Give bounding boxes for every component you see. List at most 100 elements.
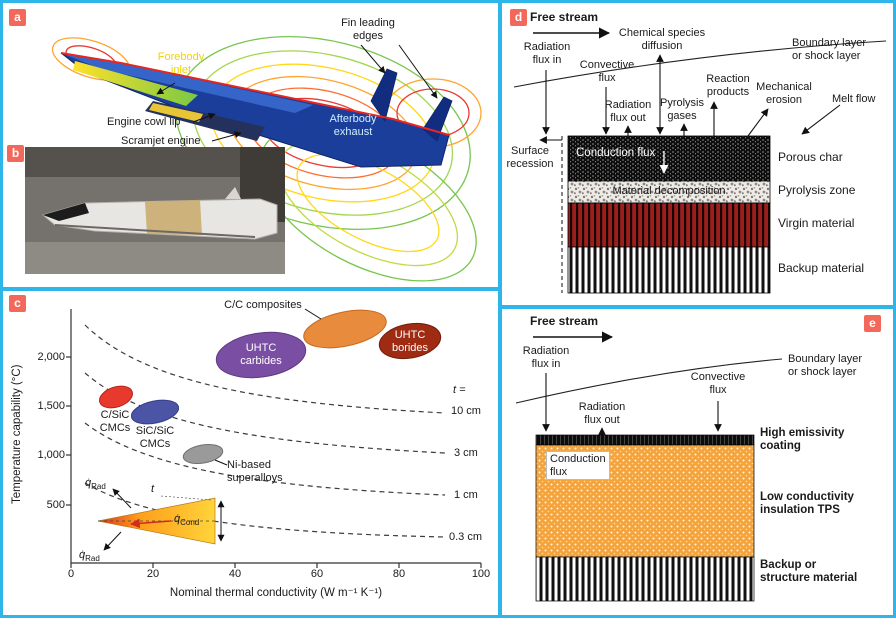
- x-axis-title: Nominal thermal conductivity (W m⁻¹ K⁻¹): [169, 587, 383, 599]
- heat-balance-wedge-inset: [97, 488, 225, 551]
- panel-a-leader-arrows: [156, 44, 438, 142]
- qcond-label: q̇Cond: [174, 513, 199, 530]
- y-tick-500: 500: [46, 499, 65, 511]
- backup-material-layer: [567, 246, 771, 294]
- uhtc-borides-ellipse: [378, 322, 442, 360]
- melt-flow-label: Melt flow: [832, 93, 876, 105]
- porous-char-label: Porous char: [778, 150, 843, 164]
- boundary-layer-label-e: Boundary layer or shock layer: [788, 353, 862, 378]
- x-tick-100: 100: [471, 568, 491, 580]
- boundary-layer-label-d: Boundary layer or shock layer: [792, 37, 866, 62]
- free-stream-label-e: Free stream: [530, 314, 599, 328]
- curve-label-0-3cm: 0.3 cm: [449, 531, 483, 543]
- qrad-bottom-label: q̇Rad: [79, 549, 100, 566]
- mechanical-erosion-label: Mechanical erosion: [756, 81, 812, 106]
- reaction-products-label: Reaction products: [706, 73, 750, 98]
- x51-vehicle-photo: [41, 187, 278, 240]
- high-emissivity-coating-layer: [535, 434, 755, 446]
- melt-flow-arrow: [801, 104, 841, 135]
- convective-flux-label-d: Convective flux: [579, 59, 635, 84]
- panel-a-cfd-art: [51, 35, 482, 282]
- x-tick-60: 60: [310, 568, 324, 580]
- panel-label-a: a: [9, 9, 26, 26]
- qdot-symbol: q̇: [79, 549, 86, 561]
- chart-axes: [66, 309, 482, 568]
- divider-vertical: [498, 3, 502, 615]
- surface-recession-label: Surface recession: [506, 145, 554, 170]
- backup-structure-layer: [535, 556, 755, 602]
- ni-superalloys-label: Ni-based superalloys: [227, 459, 283, 484]
- boundary-layer-curve: [513, 40, 887, 88]
- pyrolysis-gases-label: Pyrolysis gases: [659, 97, 704, 122]
- panel-a: a b Forebody inlet Engine cowl lip Scram…: [3, 3, 498, 287]
- cc-composites-label: C/C composites: [224, 299, 302, 311]
- panel-d-diagram-art: [513, 27, 887, 294]
- y-tick-2000: 2,000: [37, 351, 65, 363]
- radiation-flux-in-label-d: Radiation flux in: [523, 41, 571, 66]
- cond-subscript: Cond: [180, 518, 200, 528]
- uhtc-borides-label: UHTC borides: [391, 329, 429, 354]
- curve-10cm: [84, 324, 446, 414]
- backup-structure-label: Backup or structure material: [760, 559, 858, 584]
- x-tick-0: 0: [67, 568, 75, 580]
- x-tick-20: 20: [146, 568, 160, 580]
- conduction-flux-label-d: Conduction flux: [576, 147, 656, 159]
- y-tick-1000: 1,000: [37, 449, 65, 461]
- y-tick-1500: 1,500: [37, 400, 65, 412]
- virgin-material-layer: [567, 202, 771, 248]
- panel-c-chart-art: [66, 308, 482, 568]
- sicsic-cmcs-label: SiC/SiC CMCs: [135, 425, 175, 450]
- curve-3cm: [84, 372, 446, 454]
- ni-superalloys-ellipse: [182, 443, 224, 465]
- radiation-flux-in-label-e: Radiation flux in: [522, 345, 570, 370]
- uhtc-carbides-ellipse: [215, 331, 307, 379]
- qrad-top-label: q̇Rad: [85, 477, 106, 494]
- csic-cmcs-label: C/SiC CMCs: [99, 409, 131, 434]
- qrad-bottom-arrow: [103, 531, 122, 551]
- curve-label-3cm: 3 cm: [454, 447, 478, 459]
- panel-label-c: c: [9, 295, 26, 312]
- x-tick-40: 40: [228, 568, 242, 580]
- rad-subscript: Rad: [91, 482, 106, 492]
- cc-composites-ellipse: [303, 309, 387, 349]
- virgin-material-label: Virgin material: [778, 216, 855, 230]
- chemical-species-diffusion-label: Chemical species diffusion: [618, 27, 706, 52]
- ablative-layer-stack: [567, 135, 771, 294]
- panel-label-d: d: [510, 9, 527, 26]
- engine-cowl-lip-label: Engine cowl lip: [107, 116, 181, 128]
- forebody-inlet-label: Forebody inlet: [157, 51, 205, 76]
- backup-material-label: Backup material: [778, 261, 865, 275]
- boundary-layer-curve: [515, 358, 783, 404]
- uhtc-carbides-label: UHTC carbides: [240, 342, 282, 367]
- curve-label-1cm: 1 cm: [454, 489, 478, 501]
- panel-e: e Free stream Boundary layer or shock la…: [502, 309, 893, 615]
- panel-label-e: e: [864, 315, 881, 332]
- scramjet-engine-label: Scramjet engine: [121, 135, 201, 147]
- photo-floor: [25, 242, 285, 274]
- hypersonic-vehicle: [60, 52, 453, 168]
- divider-horizontal-right: [502, 305, 893, 309]
- material-decomposition-label: Material decomposition: [612, 185, 726, 197]
- radiation-flux-out-label-d: Radiation flux out: [604, 99, 652, 124]
- curve-1cm: [84, 422, 446, 496]
- curve-label-10cm: 10 cm: [451, 405, 481, 417]
- porous-char-layer: [567, 135, 771, 182]
- qcond-arrow: [130, 518, 172, 529]
- radiation-flux-out-label-e: Radiation flux out: [578, 401, 626, 426]
- low-conductivity-insulation-label: Low conductivity insulation TPS: [760, 491, 854, 516]
- fin-leading-edges-label: Fin leading edges: [341, 17, 395, 42]
- pyrolysis-zone-label: Pyrolysis zone: [778, 183, 856, 197]
- thickness-t-label: t: [151, 483, 155, 495]
- panel-b-photo: [25, 147, 285, 274]
- x-tick-80: 80: [392, 568, 406, 580]
- material-ellipses: [99, 308, 442, 466]
- afterbody-exhaust-label: Afterbody exhaust: [329, 113, 377, 138]
- convective-flux-label-e: Convective flux: [690, 371, 746, 396]
- panel-c: c Temperature capability (°C) Nominal th…: [3, 291, 498, 615]
- qdot-symbol: q̇: [85, 477, 92, 489]
- conduction-flux-label-e: Conduction flux: [546, 451, 610, 480]
- sicsic-cmcs-ellipse: [130, 399, 180, 425]
- rad-subscript: Rad: [85, 554, 100, 564]
- divider-horizontal-left: [3, 287, 498, 291]
- panel-d: d Free stream Boundary layer or shock la…: [502, 3, 893, 305]
